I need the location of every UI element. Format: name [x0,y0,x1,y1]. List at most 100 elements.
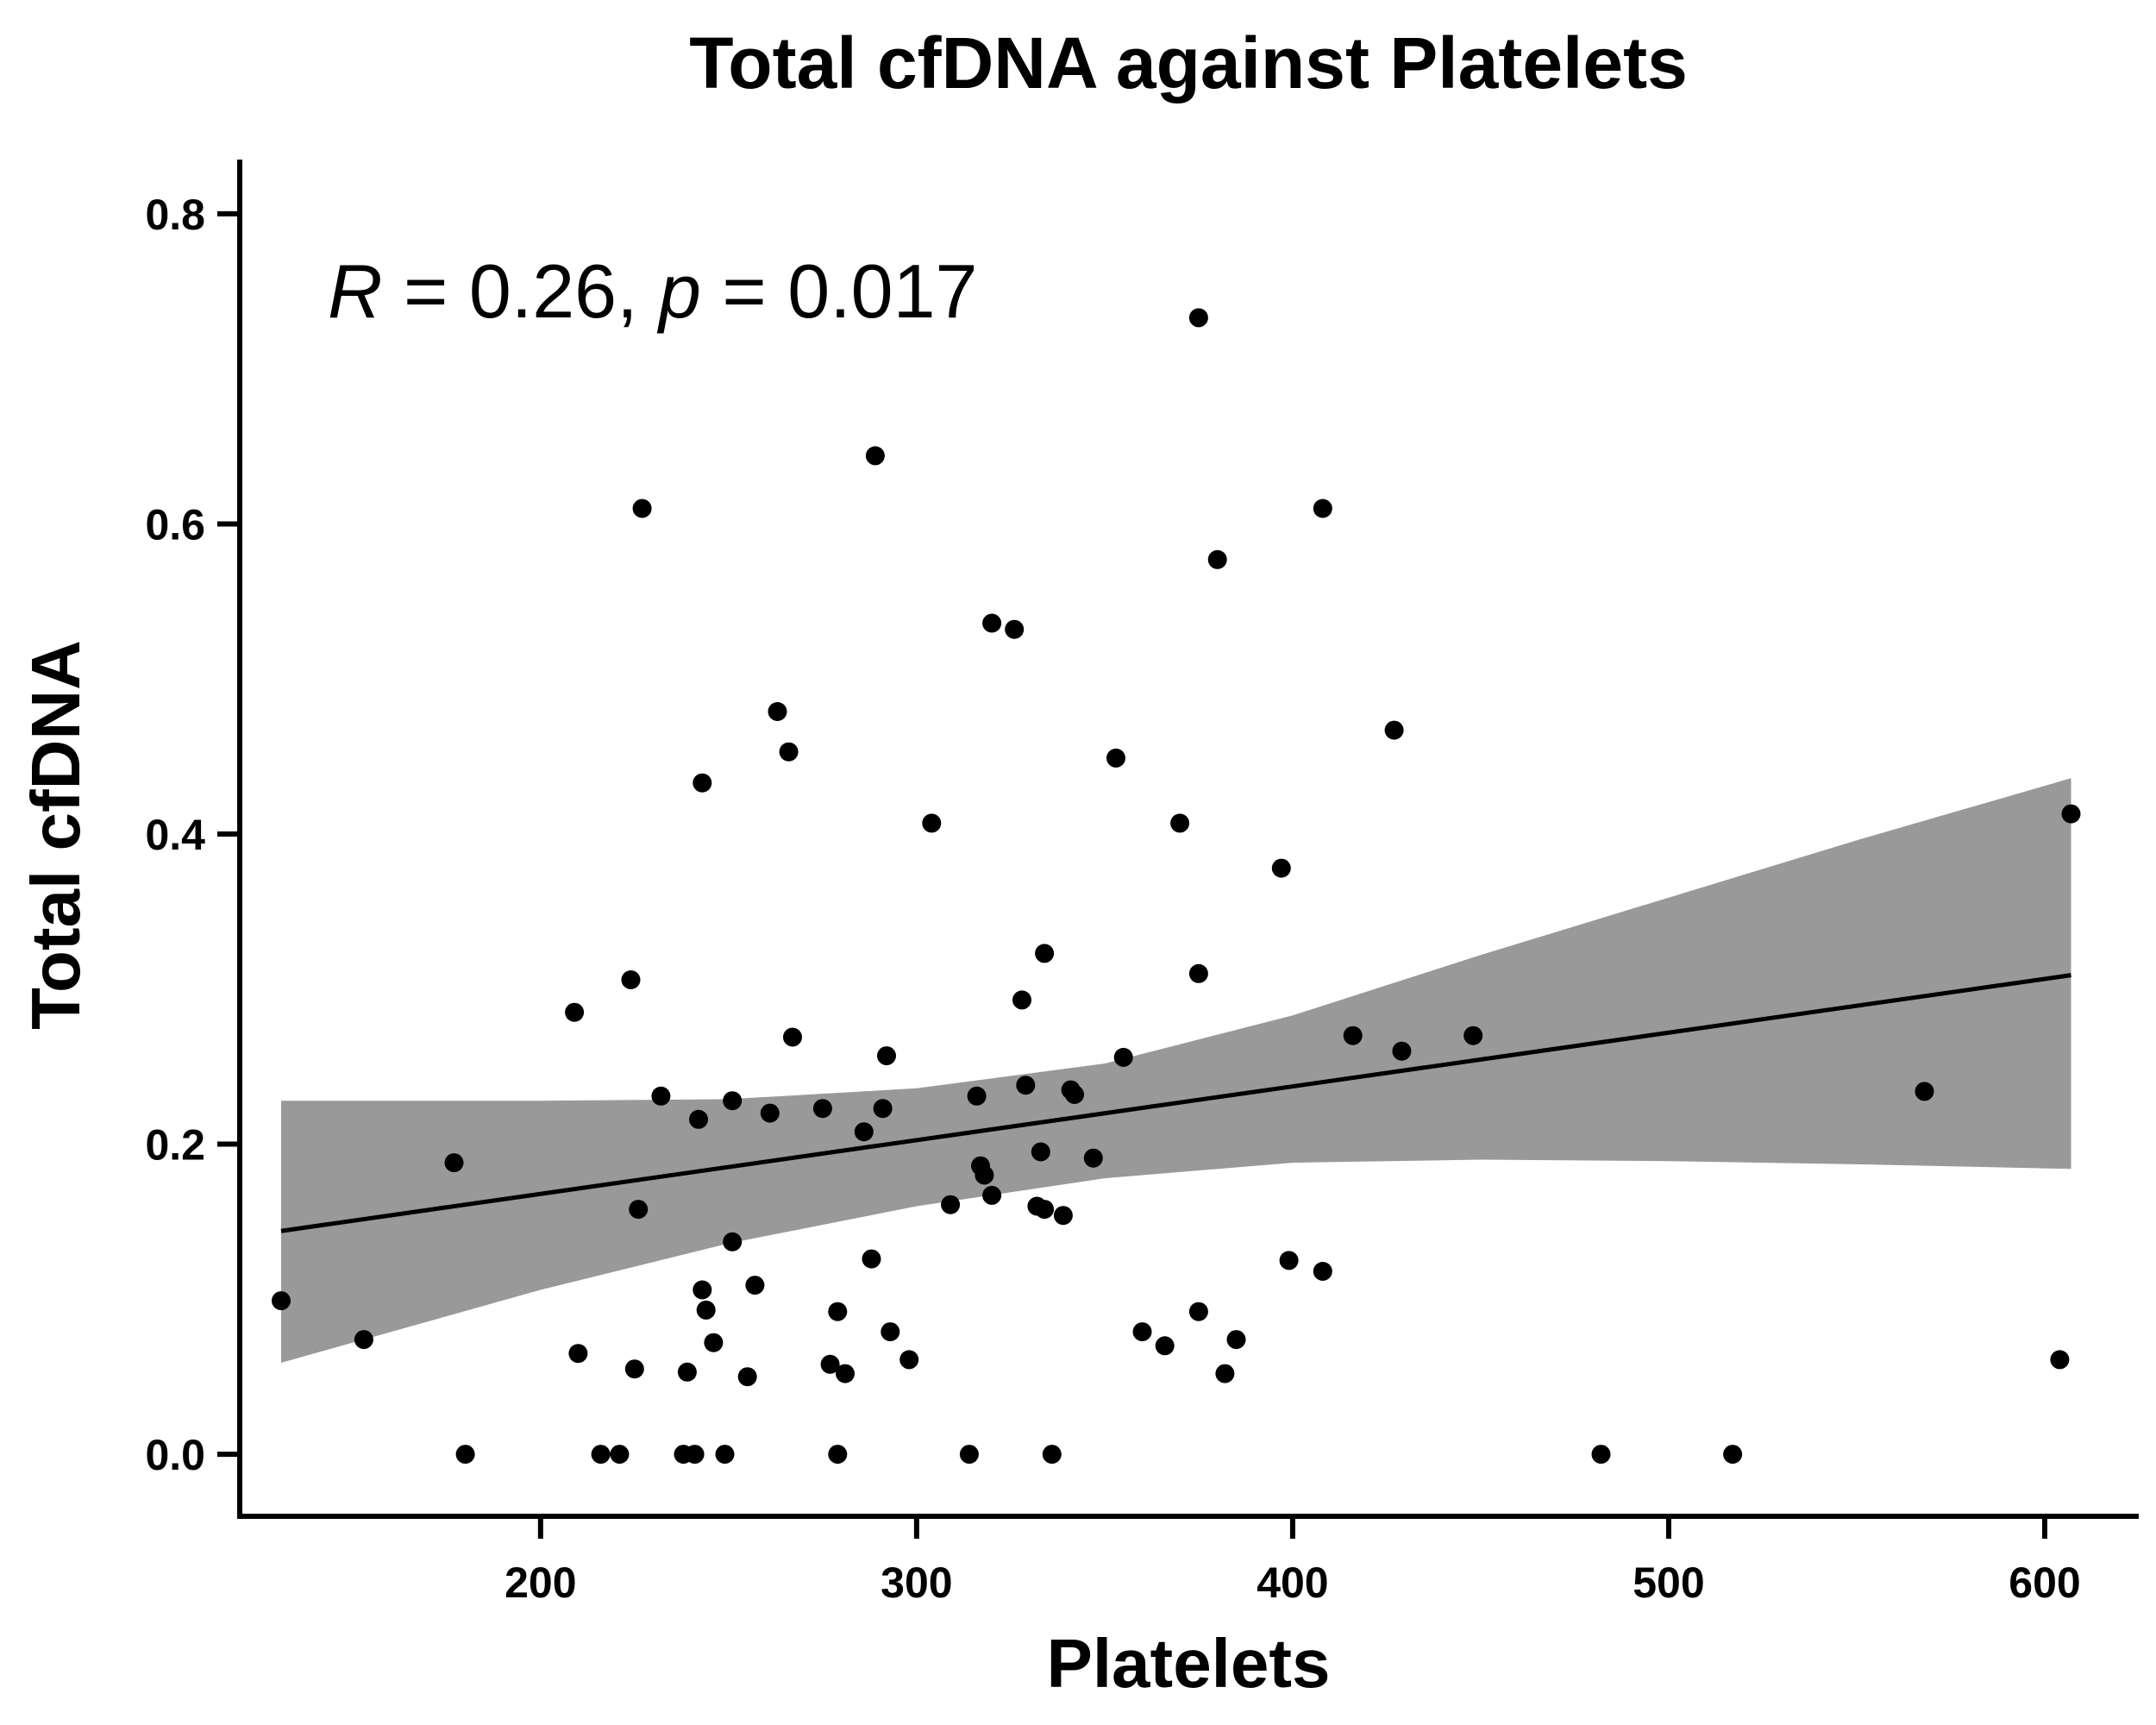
y-tick-label: 0.4 [145,811,205,859]
data-point [1005,619,1025,639]
x-tick-label: 200 [505,1559,576,1607]
p-symbol: p [656,248,701,334]
y-axis-title: Total cfDNA [17,640,94,1030]
data-point [854,1122,874,1142]
data-point [862,1249,881,1269]
regression-line [280,973,2071,1233]
x-axis-ticks: 200 300 400 500 600 [505,1516,2081,1607]
data-point [685,1445,705,1465]
data-point [1384,720,1404,740]
data-point [865,446,885,466]
data-point [621,970,641,989]
data-point [1065,1085,1084,1104]
data-point [1106,748,1125,768]
y-axis-ticks: 0.0 0.2 0.4 0.6 0.8 [145,191,240,1479]
data-point [1188,1302,1208,1321]
r-symbol: R [328,248,383,334]
data-point [975,1165,994,1185]
x-tick-label: 600 [2009,1559,2080,1607]
data-point [779,742,799,762]
data-point [1463,1026,1483,1045]
data-point [723,1232,743,1251]
data-point [737,1367,757,1387]
data-points-layer [272,308,2081,1465]
data-point [610,1445,630,1465]
data-point [1042,1445,1062,1465]
data-point [1207,549,1227,569]
data-point [1915,1082,1934,1101]
data-point [1343,1026,1363,1045]
data-point [760,1103,780,1123]
data-point [1215,1364,1235,1383]
data-point [1012,990,1031,1010]
data-point [1031,1142,1050,1162]
data-point [941,1195,961,1214]
x-tick-label: 300 [881,1559,952,1607]
data-point [768,702,787,721]
confidence-band-layer [281,778,2071,1363]
data-point [1313,1262,1332,1281]
data-point [820,1354,840,1374]
data-point [959,1445,979,1465]
data-point [812,1099,832,1119]
data-point [1392,1041,1412,1061]
data-point [723,1091,743,1111]
chart-title: Total cfDNA against Platelets [689,22,1688,104]
data-point [1188,308,1208,328]
data-point [1188,963,1208,983]
data-point [836,1364,855,1383]
data-point [677,1362,697,1382]
y-tick-label: 0.2 [145,1121,205,1170]
data-point [568,1344,588,1364]
data-point [1226,1330,1246,1350]
data-point [828,1445,848,1465]
data-point [696,1300,716,1320]
correlation-annotation: R = 0.26, p = 0.017 [328,248,978,334]
data-point [1053,1206,1073,1226]
x-tick-label: 500 [1633,1559,1704,1607]
data-point [745,1276,765,1295]
data-point [967,1086,987,1106]
data-point [455,1445,475,1465]
p-value-text: = 0.017 [701,248,978,334]
data-point [1035,1200,1055,1220]
data-point [624,1359,644,1379]
data-point [2061,804,2081,824]
data-point [715,1445,735,1465]
data-point [651,1086,671,1106]
data-point [1170,813,1190,833]
data-point [629,1200,649,1220]
data-point [922,813,942,833]
data-point [1271,858,1291,878]
data-point [1591,1445,1611,1465]
data-point [877,1046,896,1066]
data-point [873,1099,893,1119]
data-point [693,773,712,793]
data-point [693,1280,712,1300]
data-point [1113,1047,1133,1067]
axes [237,160,2139,1519]
data-point [1132,1322,1152,1342]
data-point [591,1445,611,1465]
data-point [565,1002,585,1022]
data-point [982,613,1002,633]
x-tick-label: 400 [1257,1559,1328,1607]
data-point [632,499,652,518]
data-point [444,1153,464,1173]
data-point [689,1109,708,1129]
data-point [1155,1336,1175,1356]
data-point [704,1333,724,1352]
y-tick-label: 0.0 [145,1431,205,1479]
data-point [1083,1148,1103,1168]
data-point [272,1291,291,1311]
data-point [828,1302,848,1321]
confidence-band [281,778,2071,1363]
data-point [899,1350,919,1370]
data-point [881,1322,900,1342]
data-point [1279,1251,1299,1270]
data-point [1016,1076,1036,1095]
data-point [354,1330,373,1350]
data-point [1313,499,1332,518]
y-tick-label: 0.6 [145,500,205,549]
